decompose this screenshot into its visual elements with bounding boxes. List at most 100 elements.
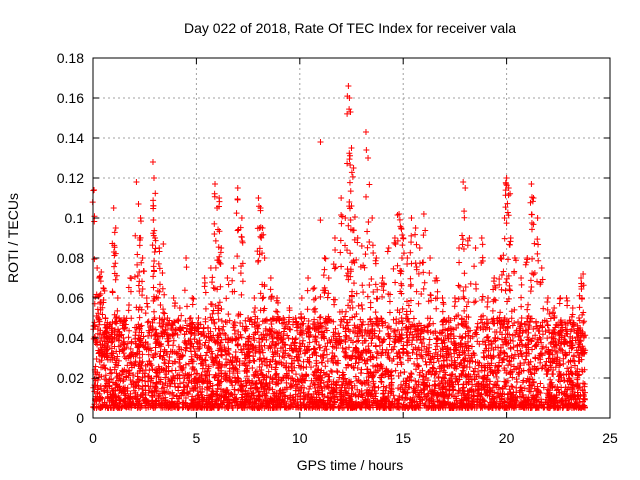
data-point: [408, 232, 415, 239]
data-point: [334, 369, 341, 376]
data-point: [525, 394, 532, 401]
data-point: [151, 316, 158, 323]
data-point: [537, 390, 544, 396]
data-point: [347, 250, 354, 257]
data-point: [420, 380, 427, 387]
data-point: [318, 374, 325, 381]
data-point: [150, 273, 157, 280]
data-point: [269, 349, 276, 356]
data-point: [300, 389, 307, 396]
data-point: [306, 354, 313, 361]
data-point: [386, 341, 393, 348]
data-point: [270, 353, 277, 360]
data-point: [226, 351, 233, 358]
data-point: [339, 369, 346, 376]
data-point: [238, 291, 245, 298]
data-point: [364, 244, 371, 251]
data-point: [128, 404, 135, 411]
data-point: [367, 318, 374, 325]
data-point: [252, 305, 259, 312]
data-point: [185, 372, 192, 379]
data-point: [365, 321, 372, 328]
data-point: [306, 403, 313, 410]
data-point: [410, 334, 417, 341]
data-point: [528, 338, 535, 345]
data-point: [148, 347, 155, 354]
data-point: [170, 400, 177, 407]
data-point: [523, 318, 530, 325]
data-point: [298, 329, 305, 336]
data-point: [185, 360, 192, 367]
data-point: [139, 386, 146, 393]
data-point: [245, 403, 252, 410]
data-point: [342, 308, 349, 315]
data-point: [386, 309, 393, 316]
data-point: [370, 354, 377, 361]
data-point: [328, 355, 335, 362]
data-point: [576, 371, 583, 378]
data-point: [263, 356, 270, 363]
data-point: [342, 338, 349, 345]
data-point: [124, 340, 131, 347]
data-point: [121, 353, 128, 360]
data-point: [149, 242, 156, 249]
data-point: [409, 349, 416, 356]
data-point: [346, 179, 353, 186]
data-point: [336, 390, 343, 397]
data-point: [210, 284, 217, 291]
data-point: [372, 383, 379, 390]
data-point: [343, 364, 350, 371]
data-point: [193, 370, 200, 377]
data-point: [317, 379, 324, 386]
data-point: [277, 393, 284, 400]
data-point: [350, 390, 357, 397]
data-point: [407, 283, 414, 290]
data-point: [251, 308, 258, 315]
data-point: [338, 220, 345, 227]
data-point: [315, 366, 322, 373]
data-point: [388, 379, 395, 386]
data-point: [350, 280, 357, 287]
data-point: [299, 337, 306, 344]
data-point: [215, 376, 222, 383]
data-point: [329, 343, 336, 350]
data-point: [272, 381, 279, 388]
data-point: [354, 402, 361, 409]
data-point: [265, 382, 272, 389]
data-point: [448, 361, 455, 368]
data-point: [429, 364, 436, 371]
data-point: [109, 379, 116, 386]
data-point: [224, 387, 231, 394]
data-point: [202, 400, 209, 407]
data-point: [342, 387, 349, 394]
data-point: [560, 339, 567, 346]
data-point: [258, 379, 265, 386]
data-point: [330, 380, 337, 387]
data-point: [220, 323, 227, 330]
data-point: [537, 380, 544, 387]
data-point: [200, 324, 207, 331]
data-point: [267, 358, 274, 365]
data-point: [293, 381, 300, 388]
data-point: [169, 367, 176, 374]
data-point: [168, 377, 175, 384]
data-point: [523, 352, 530, 359]
data-point: [237, 320, 244, 327]
data-point: [92, 336, 99, 343]
data-point: [274, 308, 281, 315]
data-point: [464, 392, 471, 399]
data-point: [204, 376, 211, 383]
data-point: [374, 321, 381, 328]
data-point: [423, 351, 430, 358]
data-point: [365, 343, 372, 350]
data-point: [560, 355, 567, 362]
data-point: [111, 364, 118, 371]
data-point: [114, 307, 121, 314]
data-point: [233, 366, 240, 373]
data-point: [260, 294, 267, 301]
data-point: [227, 399, 234, 406]
data-point: [376, 327, 383, 334]
data-point: [316, 344, 323, 351]
data-point: [315, 373, 322, 380]
data-point: [323, 351, 330, 358]
